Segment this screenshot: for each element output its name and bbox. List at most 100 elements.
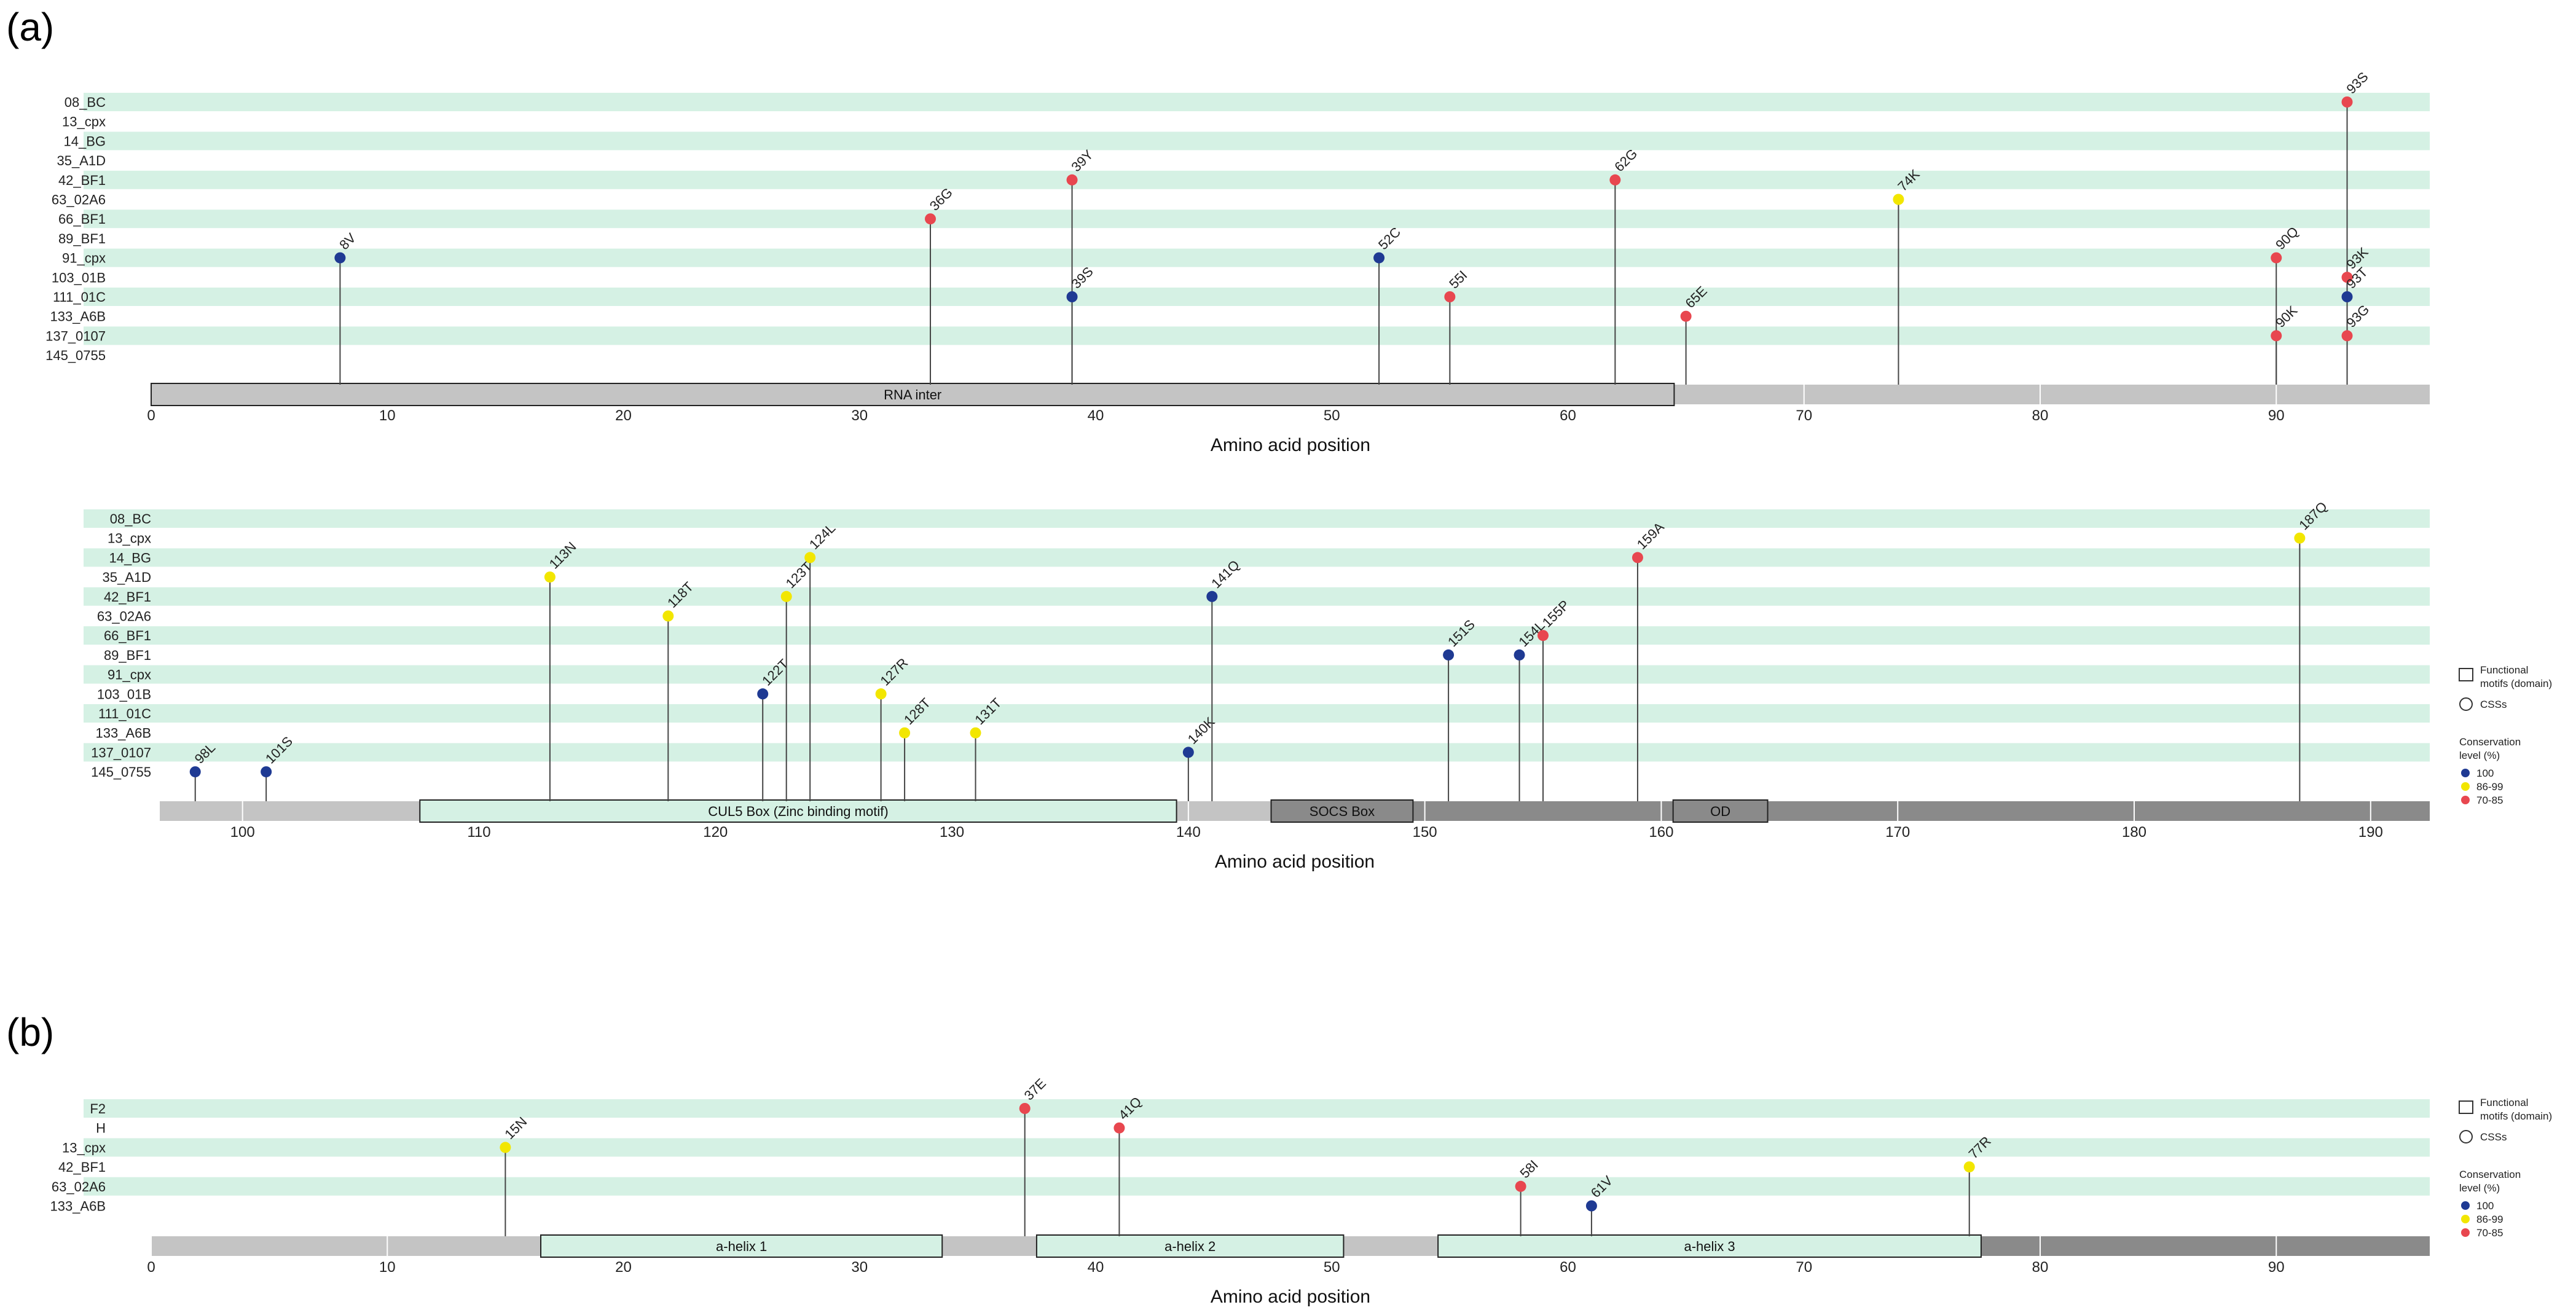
- row-label: 103_01B: [97, 686, 151, 702]
- protein-track-segment: [1981, 1236, 2430, 1256]
- mutation-label: 41Q: [1115, 1094, 1144, 1123]
- x-tick-label: 30: [851, 407, 868, 424]
- row-label: 14_BG: [64, 133, 106, 149]
- row-label: 35_A1D: [102, 570, 151, 585]
- mutation-point: [804, 552, 816, 563]
- mutation-point: [544, 571, 556, 583]
- mutation-label: 52C: [1375, 224, 1404, 253]
- row-stripe: [84, 1099, 2430, 1118]
- row-label: 103_01B: [52, 270, 106, 285]
- conservation-legend-label: 100: [2476, 767, 2494, 779]
- row-label: 08_BC: [65, 95, 106, 110]
- domain-box: [540, 1234, 943, 1258]
- x-tick-label: 130: [940, 824, 964, 841]
- conservation-swatch: [2461, 1215, 2470, 1223]
- domain-label: SOCS Box: [1310, 804, 1375, 819]
- row-label: 111_01C: [53, 289, 106, 305]
- conservation-legend-line1: Conservation: [2459, 736, 2521, 748]
- mutation-point: [2271, 330, 2282, 342]
- x-axis-title: Amino acid position: [1211, 435, 1370, 455]
- mutation-point: [1182, 747, 1194, 758]
- row-label: 133_A6B: [50, 309, 106, 324]
- row-stripe: [84, 93, 2430, 111]
- row-label: 42_BF1: [58, 173, 106, 188]
- mutation-point: [1680, 310, 1692, 322]
- x-tick-label: 160: [1649, 824, 1673, 841]
- x-tick-label: 40: [1088, 1259, 1104, 1276]
- mutation-point: [1609, 174, 1621, 186]
- css-legend-label: CSSs: [2480, 699, 2507, 710]
- functional-legend-line1: Functional: [2480, 1097, 2528, 1108]
- mutation-point: [1066, 291, 1078, 302]
- conservation-swatch: [2461, 1201, 2470, 1210]
- mutation-point: [780, 590, 792, 602]
- x-tick-label: 30: [851, 1259, 868, 1276]
- mutation-point: [2294, 532, 2306, 544]
- conservation-legend-label: 86-99: [2476, 781, 2503, 793]
- row-label: 08_BC: [110, 511, 151, 527]
- row-stripe: [84, 248, 2430, 267]
- domain-box: [151, 383, 1675, 406]
- x-tick-label: 90: [2268, 1259, 2285, 1276]
- row-label: 63_02A6: [52, 192, 106, 208]
- x-tick-label: 10: [379, 1259, 396, 1276]
- row-stripe: [84, 1138, 2430, 1157]
- domain-box: [1672, 799, 1769, 823]
- mutation-point: [662, 610, 674, 622]
- legend-b: Functional motifs (domain) CSSs Conserva…: [2459, 1097, 2552, 1239]
- mutation-label: 37E: [1021, 1075, 1049, 1103]
- row-label: 14_BG: [109, 550, 152, 565]
- panel-a-letter: (a): [6, 5, 54, 49]
- row-stripe: [84, 587, 2430, 606]
- domain-box: [419, 799, 1177, 823]
- mutation-point: [1444, 291, 1456, 302]
- mutation-point: [1019, 1103, 1031, 1114]
- row-stripe: [84, 170, 2430, 189]
- domain-label: OD: [1710, 804, 1730, 819]
- domain-label: a-helix 2: [1164, 1239, 1215, 1254]
- mutation-point: [1373, 252, 1385, 264]
- conservation-swatch: [2461, 782, 2470, 791]
- mutation-point: [261, 766, 272, 778]
- row-label: 42_BF1: [58, 1159, 106, 1175]
- mutation-point: [1443, 649, 1455, 661]
- x-tick-label: 100: [230, 824, 255, 841]
- x-tick-label: 0: [147, 1259, 155, 1276]
- row-label: 91_cpx: [62, 251, 106, 266]
- x-tick-label: 20: [615, 1259, 632, 1276]
- mutation-label: 61V: [1588, 1172, 1616, 1201]
- x-tick-label: 80: [2032, 1259, 2049, 1276]
- x-tick-label: 150: [1413, 824, 1437, 841]
- mutation-point: [2341, 96, 2353, 108]
- x-tick-label: 190: [2358, 824, 2383, 841]
- plot-a-bottom: 08_BC 13_cpx 14_BG 35_A1D 42_BF1 63_02A6 66_BF…: [84, 498, 2430, 872]
- row-label: 66_BF1: [104, 628, 151, 643]
- row-label: 63_02A6: [97, 609, 151, 624]
- row-stripe: [84, 704, 2430, 723]
- row-stripe: [84, 326, 2430, 345]
- row-label: 13_cpx: [62, 1140, 106, 1155]
- x-tick-label: 70: [1796, 1259, 1812, 1276]
- row-stripe: [84, 1177, 2430, 1196]
- mutation-label: 74K: [1895, 166, 1923, 194]
- panel-b-letter: (b): [6, 1010, 54, 1054]
- plot-a-top: 08_BC 13_cpx 14_BG 35_A1D 42_BF1 63_02A6 66_BF…: [45, 69, 2430, 455]
- row-label: 89_BF1: [58, 231, 106, 246]
- functional-motif-legend-swatch: [2459, 1100, 2473, 1114]
- mutation-point: [2271, 252, 2282, 264]
- row-label: 145_0755: [91, 764, 151, 780]
- row-label: 42_BF1: [104, 589, 151, 605]
- row-label: 35_A1D: [57, 153, 106, 168]
- mutation-point: [1632, 552, 1643, 563]
- plot-b: F2 H 13_cpx 42_BF1 63_02A6 133_A6B 0 10 20 30 40 50…: [50, 1075, 2430, 1307]
- conservation-swatch: [2461, 769, 2470, 777]
- mutation-point: [1113, 1122, 1125, 1134]
- mutation-point: [2341, 330, 2353, 342]
- row-label: 13_cpx: [62, 114, 106, 130]
- row-stripe: [84, 509, 2430, 528]
- mutation-point: [1537, 630, 1549, 641]
- domain-box: [1270, 799, 1414, 823]
- row-label: F2: [90, 1101, 106, 1116]
- domain-box: [1437, 1234, 1982, 1258]
